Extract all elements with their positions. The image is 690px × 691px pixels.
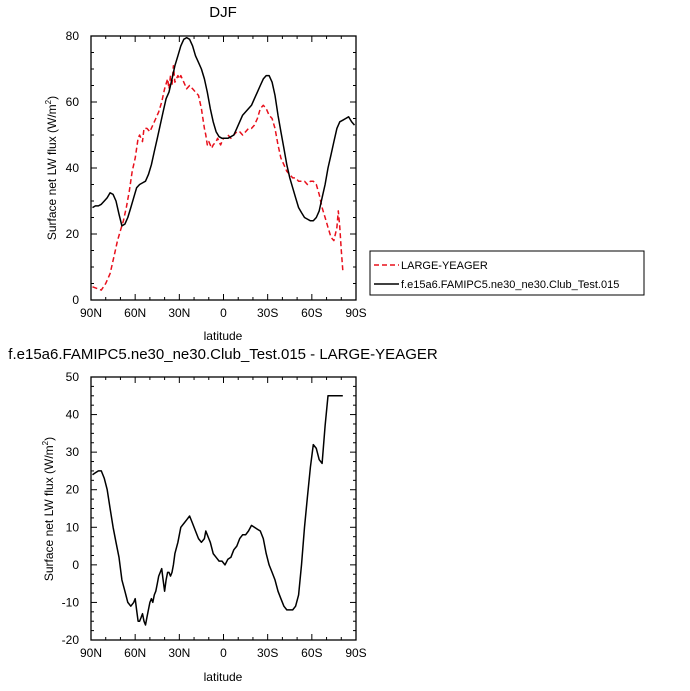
top-plot-xtick-label: 30S xyxy=(257,306,278,320)
top-plot-title: DJF xyxy=(209,4,237,21)
top-plot-xtick-label: 0 xyxy=(220,306,227,320)
bottom-plot-xtick-label: 90N xyxy=(80,646,102,660)
top-plot-legend: LARGE-YEAGER f.e15a6.FAMIPC5.ne30_ne30.C… xyxy=(369,250,645,296)
top-plot-ytick-label: 60 xyxy=(66,95,80,109)
bottom-plot-line-series-0 xyxy=(92,395,343,626)
bottom-plot-title: f.e15a6.FAMIPC5.ne30_ne30.Club_Test.015 … xyxy=(8,346,438,363)
bottom-plot-ytick-label: 50 xyxy=(66,370,80,384)
top-plot-ytick-label: 0 xyxy=(72,293,79,307)
bottom-plot-series-layer xyxy=(92,395,343,626)
legend-box xyxy=(369,250,645,296)
bottom-plot-ylabel-text: Surface net LW flux (W/m xyxy=(42,445,56,581)
bottom-plot-xtick-label: 90S xyxy=(345,646,366,660)
top-plot-ticks: 90N 60N 30N 0 30S 60S 90S 0 20 40 60 80 xyxy=(66,29,367,320)
bottom-plot-xtick-label: 30S xyxy=(257,646,278,660)
bottom-plot-ytick-label: -10 xyxy=(62,595,80,609)
bottom-plot-xtick-label: 60S xyxy=(301,646,322,660)
bottom-plot-ylabel-superscript: 2 xyxy=(41,440,50,445)
bottom-plot-ylabel-close: ) xyxy=(42,437,56,441)
bottom-plot-xlabel: latitude xyxy=(204,670,243,684)
top-plot-series-layer xyxy=(92,36,356,291)
bottom-plot: f.e15a6.FAMIPC5.ne30_ne30.Club_Test.015 … xyxy=(8,346,438,684)
legend-label-club-test: f.e15a6.FAMIPC5.ne30_ne30.Club_Test.015 xyxy=(401,279,619,291)
top-plot-xtick-label: 90S xyxy=(345,306,366,320)
bottom-plot-ytick-label: 30 xyxy=(66,445,80,459)
top-plot-line-f-e15a6-famipc5-ne30-ne30-club-test-015 xyxy=(92,36,356,227)
top-plot-frame xyxy=(90,35,357,301)
bottom-plot-xtick-label: 60N xyxy=(124,646,146,660)
top-plot-xtick-label: 60S xyxy=(301,306,322,320)
bottom-plot-ticks: 90N 60N 30N 0 30S 60S 90S -20 -10 0 10 20 30 40 50 xyxy=(62,370,367,660)
top-plot-xtick-label: 90N xyxy=(80,306,102,320)
bottom-plot-ylabel: Surface net LW flux (W/m2) xyxy=(41,437,56,581)
bottom-plot-ytick-label: 10 xyxy=(66,520,80,534)
top-plot-ylabel: Surface net LW flux (W/m2) xyxy=(44,96,59,240)
bottom-plot-ytick-label: 0 xyxy=(72,558,79,572)
top-plot-ytick-label: 40 xyxy=(66,161,80,175)
top-plot-ytick-label: 80 xyxy=(66,29,80,43)
top-plot-xtick-label: 30N xyxy=(168,306,190,320)
top-plot-ytick-label: 20 xyxy=(66,227,80,241)
top-plot-xtick-label: 60N xyxy=(124,306,146,320)
top-plot-xlabel: latitude xyxy=(204,329,243,343)
bottom-plot-xtick-label: 30N xyxy=(168,646,190,660)
bottom-plot-ytick-label: -20 xyxy=(62,633,80,647)
top-plot-ylabel-close: ) xyxy=(45,96,59,100)
bottom-plot-xtick-label: 0 xyxy=(220,646,227,660)
legend-label-large-yeager: LARGE-YEAGER xyxy=(401,260,488,272)
bottom-plot-frame xyxy=(90,376,357,641)
top-plot-ylabel-superscript: 2 xyxy=(44,99,53,104)
bottom-plot-ytick-label: 40 xyxy=(66,408,80,422)
bottom-plot-ytick-label: 20 xyxy=(66,483,80,497)
top-plot-ylabel-text: Surface net LW flux (W/m xyxy=(45,104,59,240)
top-plot: DJF 90N 60N 30N 0 30S 60S 90S 0 20 40 60 80 latitud… xyxy=(44,4,645,343)
top-plot-line-large-yeager xyxy=(92,64,344,291)
